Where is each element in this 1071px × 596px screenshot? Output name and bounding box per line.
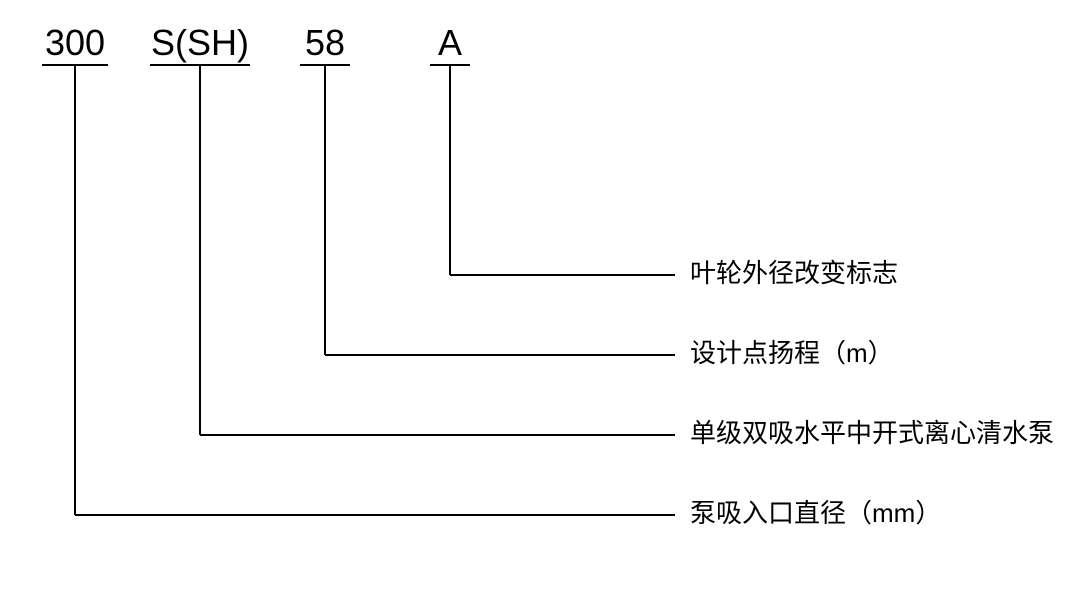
code-segment-seg4: A	[438, 22, 462, 63]
code-segment-seg3: 58	[305, 22, 345, 63]
description-seg2: 单级双吸水平中开式离心清水泵	[690, 418, 1054, 448]
description-seg4: 叶轮外径改变标志	[690, 258, 898, 288]
description-seg3: 设计点扬程（m）	[690, 338, 894, 368]
code-segment-seg1: 300	[45, 22, 105, 63]
code-segment-seg2: S(SH)	[151, 22, 249, 63]
description-seg1: 泵吸入口直径（mm）	[690, 498, 941, 528]
model-code-bracket-diagram: 300 泵吸入口直径（mm） S(SH) 单级双吸水平中开式离心清水泵 58 设计点扬程（…	[0, 0, 1071, 596]
